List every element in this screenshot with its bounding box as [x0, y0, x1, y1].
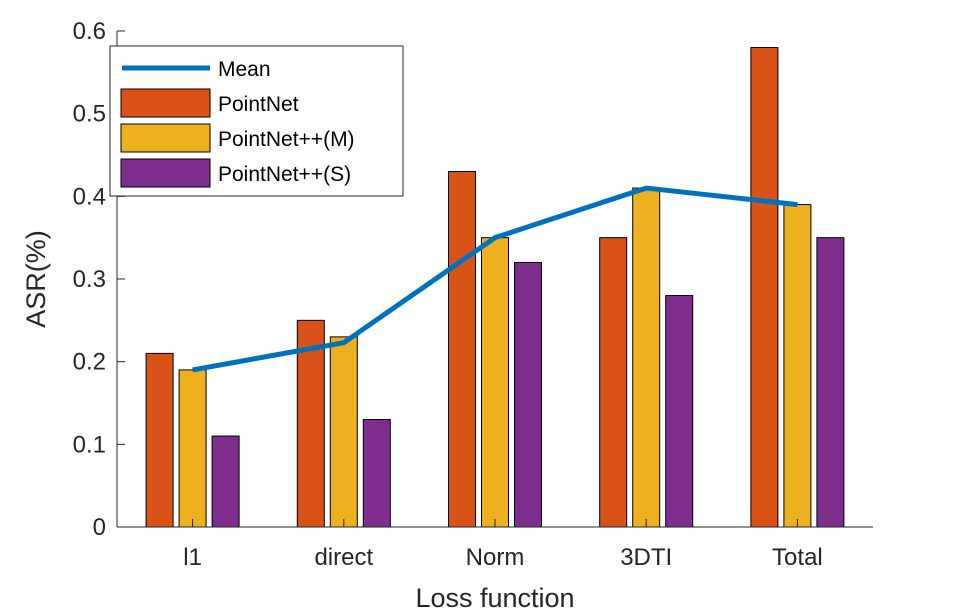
bar-pointnet-3dti	[599, 237, 628, 528]
bar-pointnet-l1	[145, 352, 174, 528]
legend-swatch-pointnet-m-	[120, 123, 211, 153]
bars-group	[145, 47, 845, 528]
bar-pointnet-m--3dti	[632, 187, 661, 528]
bar-pointnet-m--norm	[481, 237, 509, 528]
y-tick-label: 0.5	[73, 101, 106, 128]
ticks-group: 0 0.1 0.2 0.3 0.4 0.5 0.6 l1 direct Norm 3DTI Total	[73, 18, 823, 571]
bar-pointnet-direct	[296, 319, 325, 528]
y-tick-label: 0.4	[73, 183, 106, 210]
legend-label-pointnet-m-: PointNet++(M)	[218, 128, 355, 151]
y-tick-label: 0.1	[73, 431, 106, 458]
bar-pointnet-s--3dti	[665, 295, 694, 528]
y-tick-label: 0.2	[73, 349, 106, 376]
x-tick-label: Norm	[466, 544, 525, 571]
bar-pointnet-s--l1	[211, 435, 240, 528]
legend-label-pointnet-s-: PointNet++(S)	[218, 163, 351, 186]
bar-pointnet-s--direct	[362, 419, 391, 528]
bar-pointnet-m--l1	[178, 369, 207, 528]
bar-pointnet-s--total	[816, 237, 845, 528]
legend: Mean PointNet PointNet++(M) PointNet++(S)	[109, 45, 404, 197]
bar-pointnet-norm	[448, 171, 476, 528]
y-tick-label: 0.3	[73, 266, 106, 293]
y-tick-label: 0	[93, 514, 106, 541]
y-axis-title: ASR(%)	[21, 230, 51, 328]
x-tick-label: 3DTI	[620, 544, 672, 571]
mean-line	[192, 185, 798, 373]
bar-pointnet-m--total	[783, 204, 812, 528]
bar-pointnet-total	[750, 47, 779, 528]
legend-swatch-pointnet-s-	[120, 158, 211, 188]
mean-line-group	[192, 185, 798, 373]
x-tick-label: Total	[772, 544, 823, 571]
y-tick-label: 0.6	[73, 18, 106, 45]
legend-label-pointnet: PointNet	[218, 93, 299, 116]
bar-pointnet-m--direct	[329, 336, 358, 528]
x-tick-label: l1	[183, 544, 202, 571]
legend-label-mean: Mean	[218, 58, 271, 81]
x-axis-title: Loss function	[415, 583, 574, 613]
x-tick-label: direct	[314, 544, 373, 571]
bar-pointnet-s--norm	[514, 261, 542, 528]
legend-swatch-pointnet	[120, 88, 211, 118]
